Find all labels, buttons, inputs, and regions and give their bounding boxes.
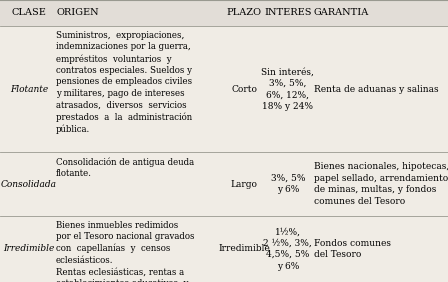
Text: PLAZO: PLAZO [227, 8, 262, 17]
Text: 3%, 5%
y 6%: 3%, 5% y 6% [271, 174, 305, 194]
Text: Sin interés,
3%, 5%,
6%, 12%,
18% y 24%: Sin interés, 3%, 5%, 6%, 12%, 18% y 24% [261, 67, 314, 111]
Text: Flotante: Flotante [10, 85, 48, 94]
Text: CLASE: CLASE [12, 8, 47, 17]
Text: Bienes nacionales, hipotecas,
papel sellado, arrendamiento
de minas, multas, y f: Bienes nacionales, hipotecas, papel sell… [314, 162, 448, 206]
Text: 1½%,
2 ½%, 3%,
4,5%, 5%
y 6%: 1½%, 2 ½%, 3%, 4,5%, 5% y 6% [263, 227, 312, 270]
Text: Fondos comunes
del Tesoro: Fondos comunes del Tesoro [314, 239, 391, 259]
Text: GARANTIA: GARANTIA [314, 8, 369, 17]
Text: Largo: Largo [231, 180, 258, 188]
Text: Suministros,  expropiaciones,
indemnizaciones por la guerra,
empréstitos  volunt: Suministros, expropiaciones, indemnizaci… [56, 31, 192, 134]
Text: Irredimible: Irredimible [218, 244, 270, 253]
Bar [0, 0, 448, 26]
Text: Consolidación de antigua deuda
flotante.: Consolidación de antigua deuda flotante. [56, 157, 194, 178]
Text: INTERES: INTERES [264, 8, 312, 17]
Text: Irredimible: Irredimible [4, 244, 55, 253]
Text: ORIGEN: ORIGEN [56, 8, 99, 17]
Text: Corto: Corto [231, 85, 257, 94]
Text: Consolidada: Consolidada [1, 180, 57, 188]
Text: Renta de aduanas y salinas: Renta de aduanas y salinas [314, 85, 438, 94]
Text: Bienes inmuebles redimidos
por el Tesoro nacional gravados
con  capellanías  y  : Bienes inmuebles redimidos por el Tesoro… [56, 221, 194, 282]
